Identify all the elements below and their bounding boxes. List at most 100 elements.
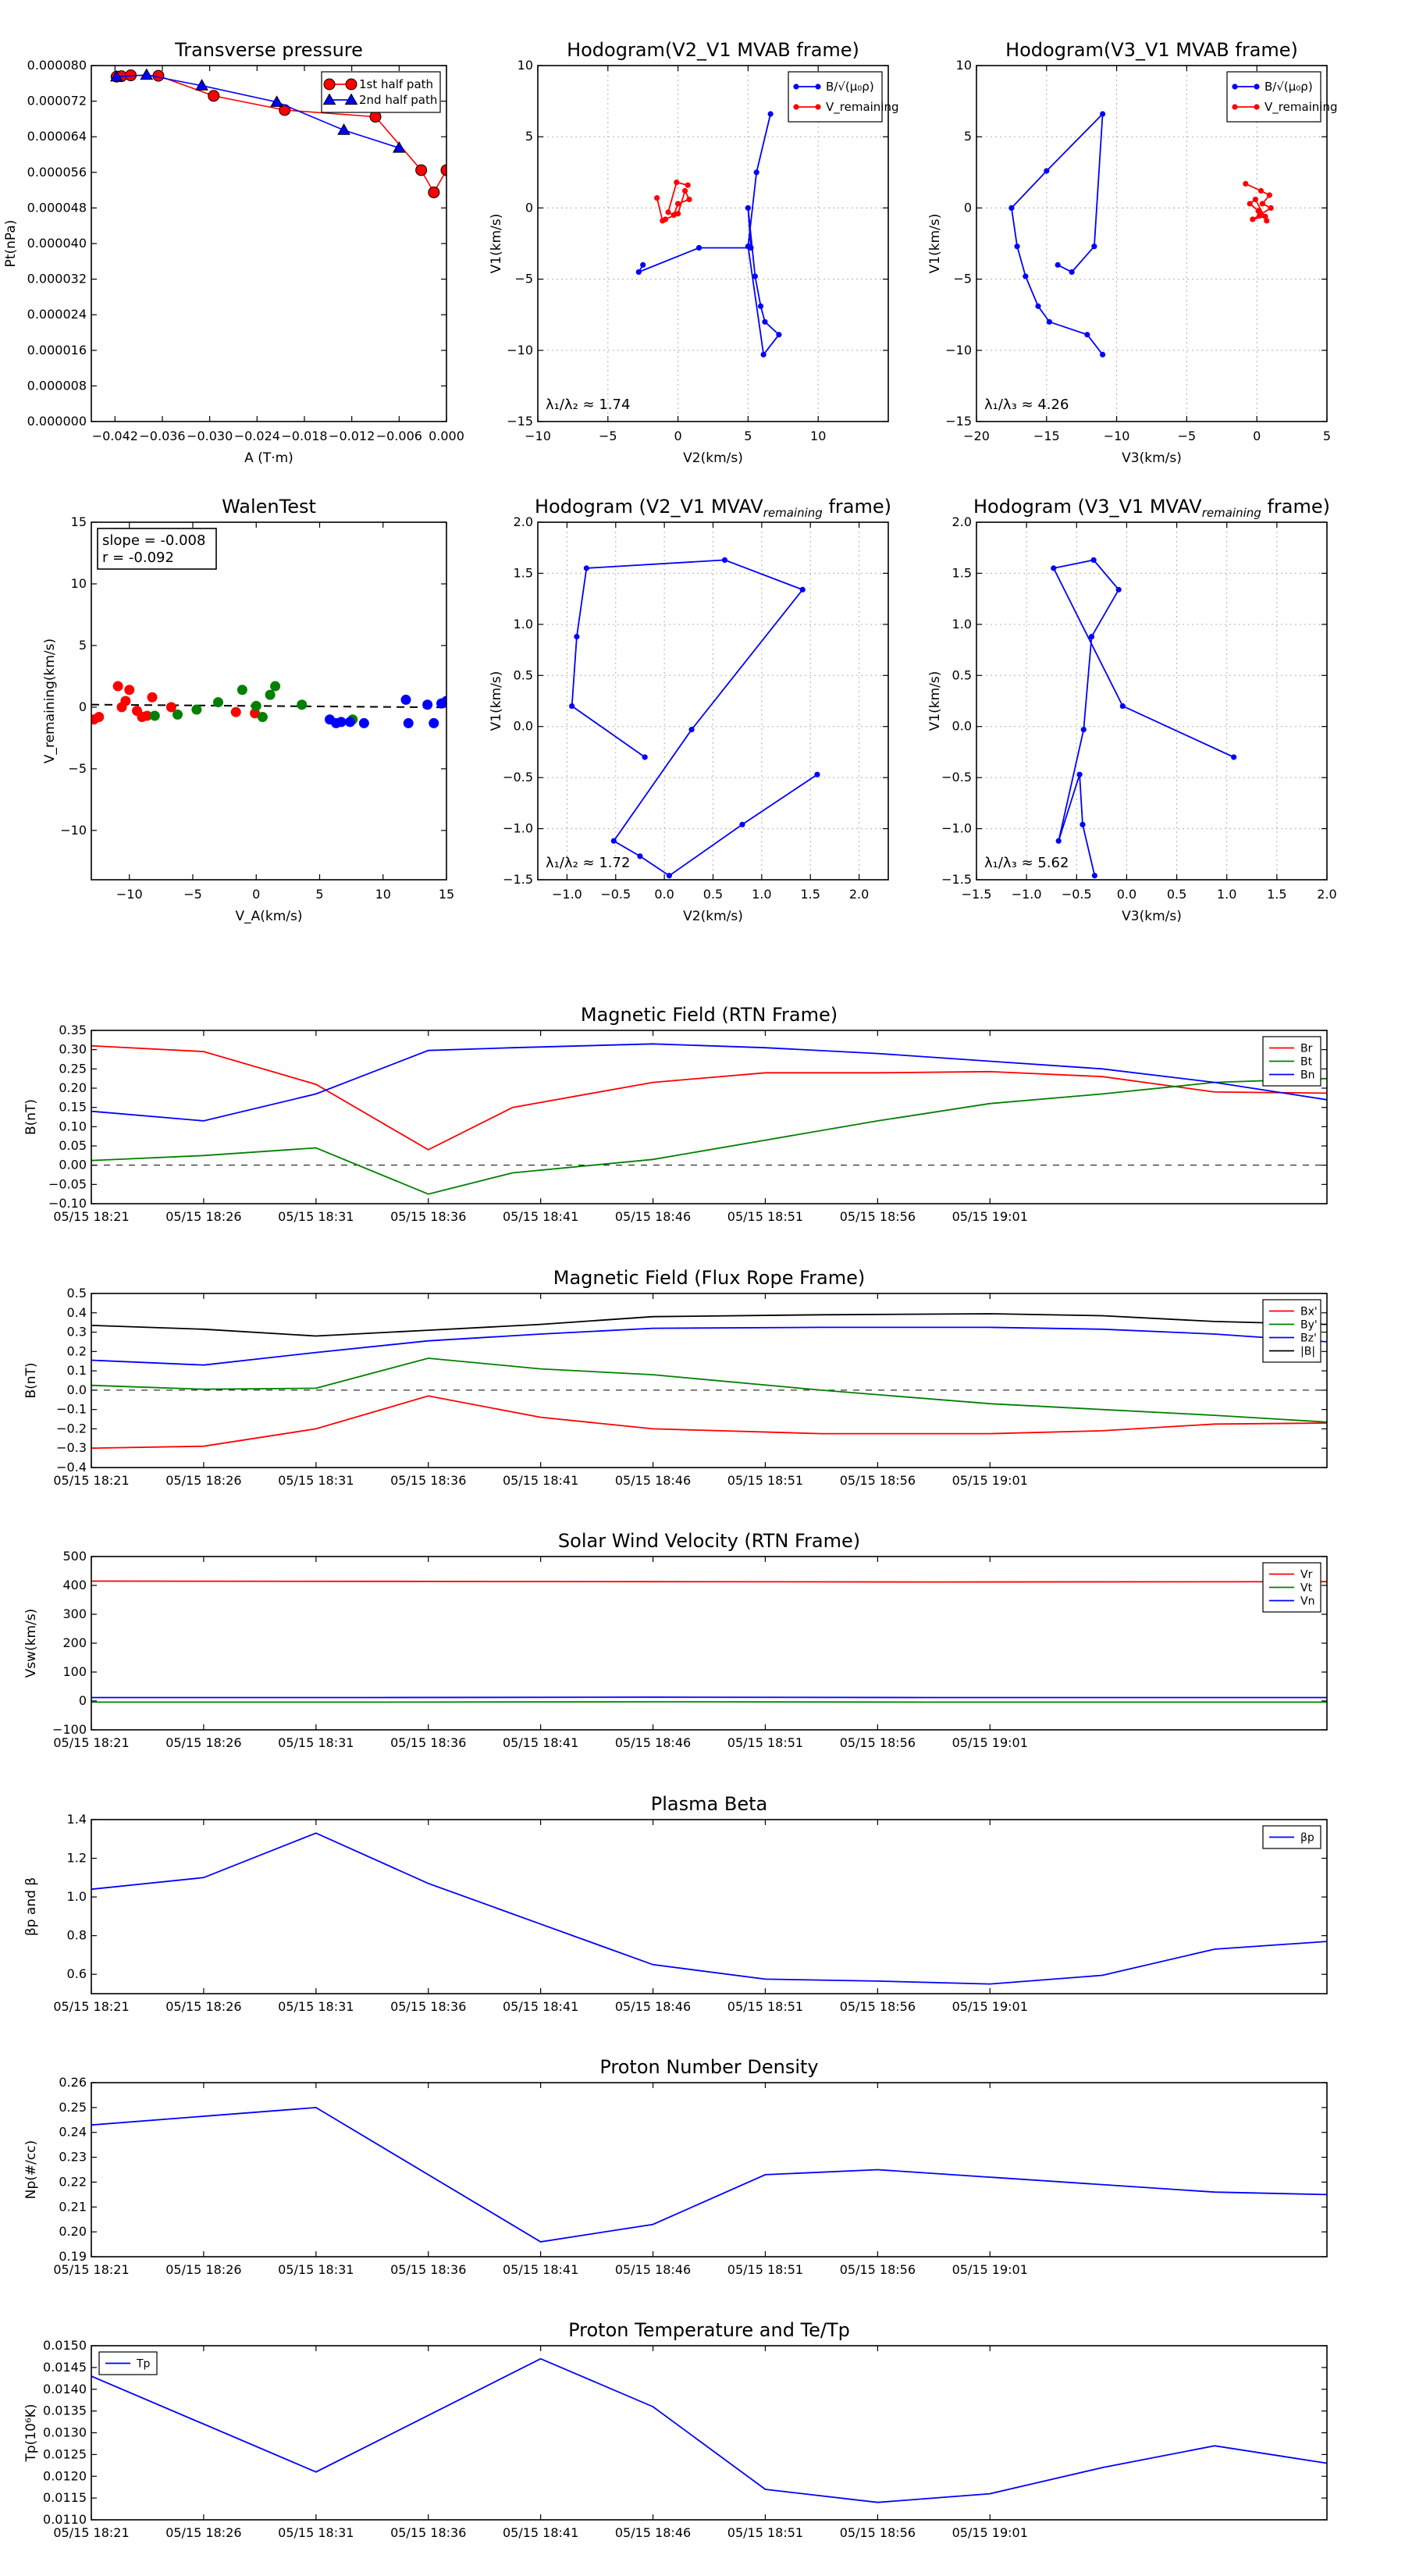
data-point xyxy=(662,216,669,222)
data-point xyxy=(1255,208,1261,214)
data-point xyxy=(1100,111,1106,117)
data-point xyxy=(403,717,414,728)
x-tick-label: −0.030 xyxy=(187,429,233,443)
data-point xyxy=(213,697,223,708)
x-tick-label: 05/15 18:26 xyxy=(165,1473,241,1488)
data-point xyxy=(1119,703,1126,710)
x-tick-label: 05/15 18:26 xyxy=(165,2525,241,2540)
data-point xyxy=(753,169,759,176)
plot-area xyxy=(91,1580,1327,1703)
data-point xyxy=(1055,838,1062,844)
x-axis-label: V3(km/s) xyxy=(1122,450,1182,466)
y-tick-label: 300 xyxy=(62,1606,87,1621)
x-tick-label: 05/15 18:21 xyxy=(53,1209,129,1224)
x-tick-label: 05/15 18:56 xyxy=(840,2262,916,2277)
x-tick-label: −0.036 xyxy=(139,429,185,443)
x-tick-label: 05/15 18:41 xyxy=(503,1735,578,1750)
data-point xyxy=(739,821,745,827)
x-tick-label: 5 xyxy=(315,887,323,902)
y-tick-label: −15 xyxy=(945,414,972,429)
legend: B/√(μ₀ρ) V_remaining xyxy=(788,71,899,123)
data-point xyxy=(1257,212,1263,219)
annotation-frame xyxy=(97,528,217,570)
y-tick-label: 0.000032 xyxy=(27,272,87,286)
x-tick-label: 1.0 xyxy=(1217,887,1236,902)
x-tick-label: 05/15 18:56 xyxy=(840,1473,916,1488)
data-point xyxy=(637,853,643,859)
data-point xyxy=(440,164,446,176)
x-tick-label: −0.5 xyxy=(600,887,631,902)
y-tick-label: −5 xyxy=(68,761,87,776)
y-tick-label: 1.5 xyxy=(514,565,533,580)
y-axis-label: V1(km/s) xyxy=(927,671,943,731)
x-tick-label: −10 xyxy=(525,429,551,443)
data-point xyxy=(675,201,681,207)
y-tick-label: 0.000080 xyxy=(27,58,87,73)
x-tick-label: 05/15 18:21 xyxy=(53,1735,129,1750)
series-line-bx xyxy=(91,1395,1327,1450)
x-tick-label: −5 xyxy=(183,887,202,902)
data-point xyxy=(1091,873,1097,879)
data-point xyxy=(1262,213,1268,219)
y-tick-label: 0.0140 xyxy=(43,2382,87,2396)
y-tick-label: 0.20 xyxy=(59,2224,87,2239)
x-tick-label: −0.012 xyxy=(329,429,375,443)
data-point xyxy=(762,318,768,325)
plot-area xyxy=(91,2106,1327,2243)
data-point xyxy=(400,694,411,705)
data-point xyxy=(345,717,355,728)
plot-area xyxy=(1008,111,1274,358)
data-point xyxy=(642,754,648,760)
data-point xyxy=(1252,196,1259,203)
legend-label: By' xyxy=(1300,1319,1318,1332)
data-point xyxy=(674,179,680,186)
data-point xyxy=(124,685,135,696)
series-line-br xyxy=(91,1044,1327,1151)
y-tick-label: 0.5 xyxy=(514,667,533,682)
y-tick-label: 500 xyxy=(62,1549,87,1564)
data-point xyxy=(441,696,446,706)
data-point xyxy=(757,303,764,309)
axes-frame xyxy=(91,2345,1328,2521)
x-tick-label: 0.5 xyxy=(1167,887,1186,902)
x-tick-label: 1.0 xyxy=(752,887,771,902)
legend-marker xyxy=(815,104,821,110)
y-tick-label: −0.2 xyxy=(56,1421,87,1436)
data-point xyxy=(208,90,220,102)
data-point xyxy=(94,712,105,723)
y-axis-label: B(nT) xyxy=(23,1362,39,1398)
legend: βp xyxy=(1262,1825,1321,1849)
data-point xyxy=(1268,205,1274,211)
series-line-by xyxy=(91,1357,1327,1423)
data-point xyxy=(152,69,165,82)
y-tick-label: −1.5 xyxy=(503,872,533,887)
y-tick-label: −100 xyxy=(52,1722,87,1737)
y-tick-label: 0.8 xyxy=(67,1928,87,1943)
plot-area xyxy=(569,557,820,879)
x-tick-label: 15 xyxy=(439,887,454,902)
x-tick-label: −0.5 xyxy=(1062,887,1092,902)
x-tick-label: 05/15 18:31 xyxy=(278,1999,354,2014)
x-tick-label: 05/15 18:36 xyxy=(390,1209,466,1224)
chart-title: Magnetic Field (RTN Frame) xyxy=(581,1004,838,1026)
data-point xyxy=(337,123,350,135)
y-tick-label: 0.19 xyxy=(59,2249,87,2264)
y-tick-label: 0.35 xyxy=(59,1023,87,1037)
data-point xyxy=(686,196,692,203)
chart-title: Hodogram (V3_V1 MVAVremaining frame) xyxy=(973,496,1330,520)
y-tick-label: 1.2 xyxy=(67,1851,87,1866)
solar-wind-velocity-chart: Solar Wind Velocity (RTN Frame) −100 0 100 2… xyxy=(23,1530,1328,1750)
x-tick-label: 05/15 18:46 xyxy=(615,1473,691,1488)
legend-label: |B| xyxy=(1300,1346,1315,1358)
chart-title: WalenTest xyxy=(222,496,316,518)
data-point xyxy=(1115,586,1122,592)
chart-title: Hodogram(V2_V1 MVAB frame) xyxy=(567,39,859,61)
data-point xyxy=(251,700,261,711)
x-tick-label: 05/15 18:51 xyxy=(727,1735,803,1750)
annotation-line: slope = -0.008 xyxy=(102,532,205,549)
legend-label: Vr xyxy=(1300,1569,1313,1582)
data-point xyxy=(610,838,617,844)
legend-label: B/√(μ₀ρ) xyxy=(826,80,874,94)
data-point xyxy=(1088,633,1095,640)
data-point xyxy=(415,164,428,176)
